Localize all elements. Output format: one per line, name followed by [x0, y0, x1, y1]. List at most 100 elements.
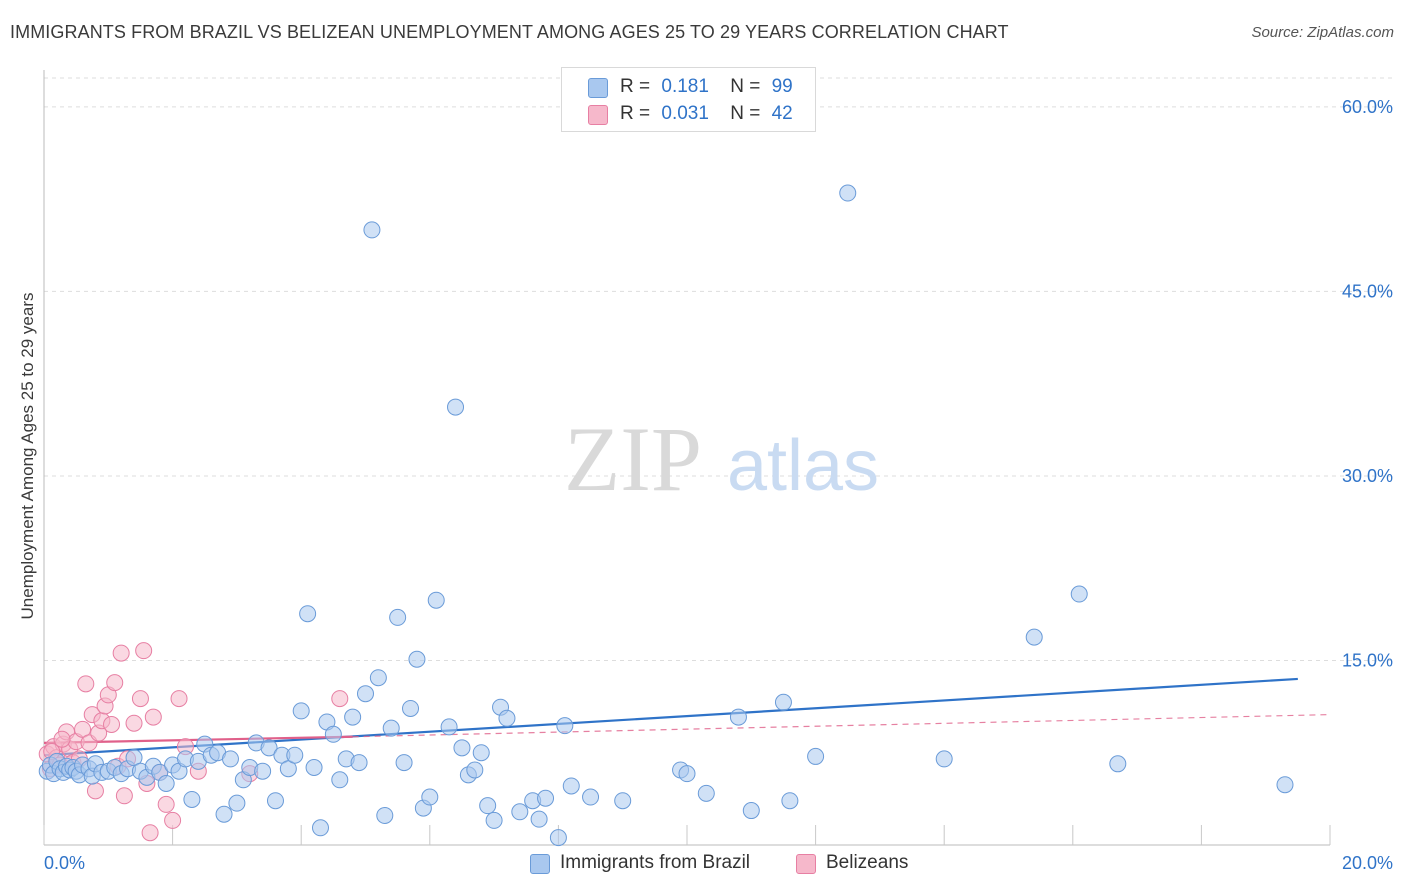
point-belizean — [103, 715, 121, 733]
trend-line-extended-belizean — [352, 714, 1331, 738]
point-brazil — [266, 792, 284, 810]
watermark-zip: ZIP — [564, 408, 702, 510]
point-brazil — [254, 762, 272, 780]
point-brazil — [549, 829, 567, 847]
point-brazil — [453, 739, 471, 757]
point-brazil — [1070, 585, 1088, 603]
point-brazil — [311, 819, 329, 837]
gridlines — [44, 77, 1392, 661]
point-brazil — [498, 709, 516, 727]
legend-n-value: 99 — [771, 76, 793, 97]
point-brazil — [1276, 776, 1294, 794]
point-brazil — [774, 693, 792, 711]
watermark-atlas: atlas — [727, 426, 879, 506]
point-brazil — [350, 754, 368, 772]
point-brazil — [215, 805, 233, 823]
point-belizean — [115, 787, 133, 805]
y-tick-label: 15.0% — [1342, 650, 1393, 670]
point-brazil — [697, 784, 715, 802]
bottom-legend-label-belizeans: Belizeans — [826, 852, 909, 873]
point-brazil — [324, 725, 342, 743]
point-belizean — [141, 824, 159, 842]
point-brazil — [1109, 755, 1127, 773]
point-brazil — [582, 788, 600, 806]
x-tick-label-max: 20.0% — [1342, 853, 1393, 873]
point-brazil — [781, 792, 799, 810]
point-brazil — [357, 685, 374, 703]
point-brazil — [286, 746, 304, 764]
trend-line-brazil — [43, 677, 1298, 757]
point-brazil — [1025, 628, 1043, 646]
point-belizean — [53, 730, 71, 748]
legend-r-value: 0.181 — [661, 76, 709, 97]
legend-n-value: 42 — [771, 103, 793, 124]
bottom-legend-swatch-belizeans — [796, 854, 816, 874]
point-brazil — [511, 803, 529, 821]
point-brazil — [485, 811, 503, 829]
point-brazil — [729, 708, 747, 726]
point-belizean — [106, 674, 124, 692]
point-brazil — [305, 759, 323, 776]
point-brazil — [408, 650, 426, 668]
point-brazil — [221, 750, 239, 768]
legend: R = 0.181 N = 99 R = 0.031 N = 42 — [561, 67, 816, 132]
point-brazil — [402, 699, 420, 717]
point-brazil — [447, 398, 465, 416]
legend-r-value: 0.031 — [661, 103, 709, 124]
bottom-legend-swatch-brazil — [530, 854, 550, 874]
point-brazil — [427, 591, 445, 609]
point-belizean — [125, 714, 143, 732]
point-brazil — [157, 774, 175, 792]
legend-n-label: N = — [730, 76, 761, 97]
point-brazil — [363, 221, 381, 239]
point-belizean — [131, 690, 149, 708]
data-points — [38, 184, 1294, 847]
point-belizean — [331, 690, 349, 708]
point-belizean — [144, 708, 162, 726]
point-brazil — [183, 790, 201, 808]
point-belizean — [164, 811, 182, 829]
point-brazil — [614, 792, 632, 810]
point-brazil — [556, 717, 574, 735]
point-brazil — [466, 761, 484, 779]
source-credit: Source: ZipAtlas.com — [1251, 24, 1394, 41]
point-brazil — [369, 669, 387, 687]
x-tick-label-min: 0.0% — [44, 853, 85, 873]
point-brazil — [537, 789, 555, 807]
point-brazil — [421, 788, 439, 806]
point-brazil — [807, 747, 825, 765]
point-brazil — [530, 810, 548, 828]
point-brazil — [228, 794, 246, 812]
point-brazil — [344, 708, 362, 726]
bottom-legend-label-brazil: Immigrants from Brazil — [560, 852, 751, 873]
watermark: ZIP atlas — [564, 408, 879, 510]
point-belizean — [157, 795, 175, 813]
legend-swatch-brazil — [588, 78, 608, 98]
point-brazil — [678, 765, 696, 783]
legend-r-label: R = — [620, 103, 651, 124]
point-belizean — [77, 675, 95, 693]
y-tick-label: 45.0% — [1342, 281, 1393, 301]
point-brazil — [376, 806, 394, 824]
point-brazil — [935, 750, 953, 768]
tick-labels: 15.0% 30.0% 45.0% 60.0% 0.0% 20.0% — [44, 97, 1393, 873]
point-belizean — [135, 642, 153, 660]
point-brazil — [299, 605, 317, 623]
point-brazil — [260, 739, 278, 757]
y-axis-label: Unemployment Among Ages 25 to 29 years — [18, 292, 37, 620]
chart-title: IMMIGRANTS FROM BRAZIL VS BELIZEAN UNEMP… — [10, 22, 1009, 42]
point-brazil — [389, 608, 407, 626]
trend-lines — [43, 677, 1331, 757]
point-brazil — [395, 754, 413, 772]
point-brazil — [382, 719, 400, 737]
legend-swatch-belizeans — [588, 105, 608, 125]
axes — [43, 70, 1331, 846]
point-brazil — [292, 702, 310, 720]
point-brazil — [742, 802, 760, 820]
point-brazil — [562, 777, 580, 795]
legend-r-label: R = — [620, 76, 651, 97]
point-brazil — [839, 184, 857, 202]
point-belizean — [112, 644, 130, 662]
y-tick-label: 60.0% — [1342, 97, 1393, 117]
